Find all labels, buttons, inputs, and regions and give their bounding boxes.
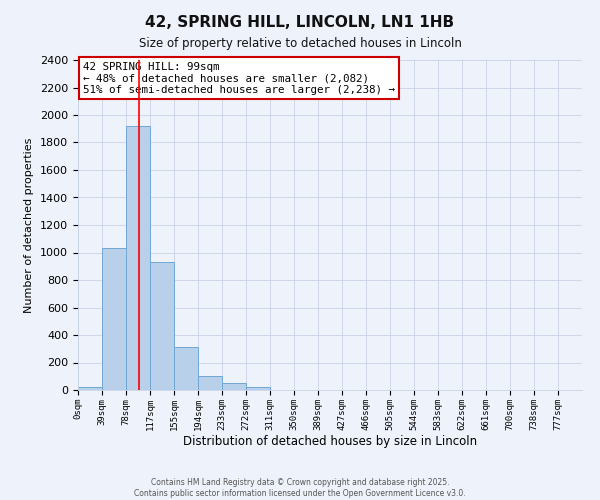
Text: Contains HM Land Registry data © Crown copyright and database right 2025.
Contai: Contains HM Land Registry data © Crown c… [134, 478, 466, 498]
Text: 42 SPRING HILL: 99sqm
← 48% of detached houses are smaller (2,082)
51% of semi-d: 42 SPRING HILL: 99sqm ← 48% of detached … [83, 62, 395, 95]
Text: 42, SPRING HILL, LINCOLN, LN1 1HB: 42, SPRING HILL, LINCOLN, LN1 1HB [145, 15, 455, 30]
Bar [246, 387, 270, 390]
Bar [198, 376, 222, 390]
Bar [150, 262, 174, 390]
Bar [102, 248, 126, 390]
Y-axis label: Number of detached properties: Number of detached properties [25, 138, 34, 312]
Bar [174, 346, 198, 390]
Bar [126, 126, 150, 390]
Bar [78, 387, 102, 390]
Text: Size of property relative to detached houses in Lincoln: Size of property relative to detached ho… [139, 38, 461, 51]
Bar [222, 384, 246, 390]
X-axis label: Distribution of detached houses by size in Lincoln: Distribution of detached houses by size … [183, 436, 477, 448]
